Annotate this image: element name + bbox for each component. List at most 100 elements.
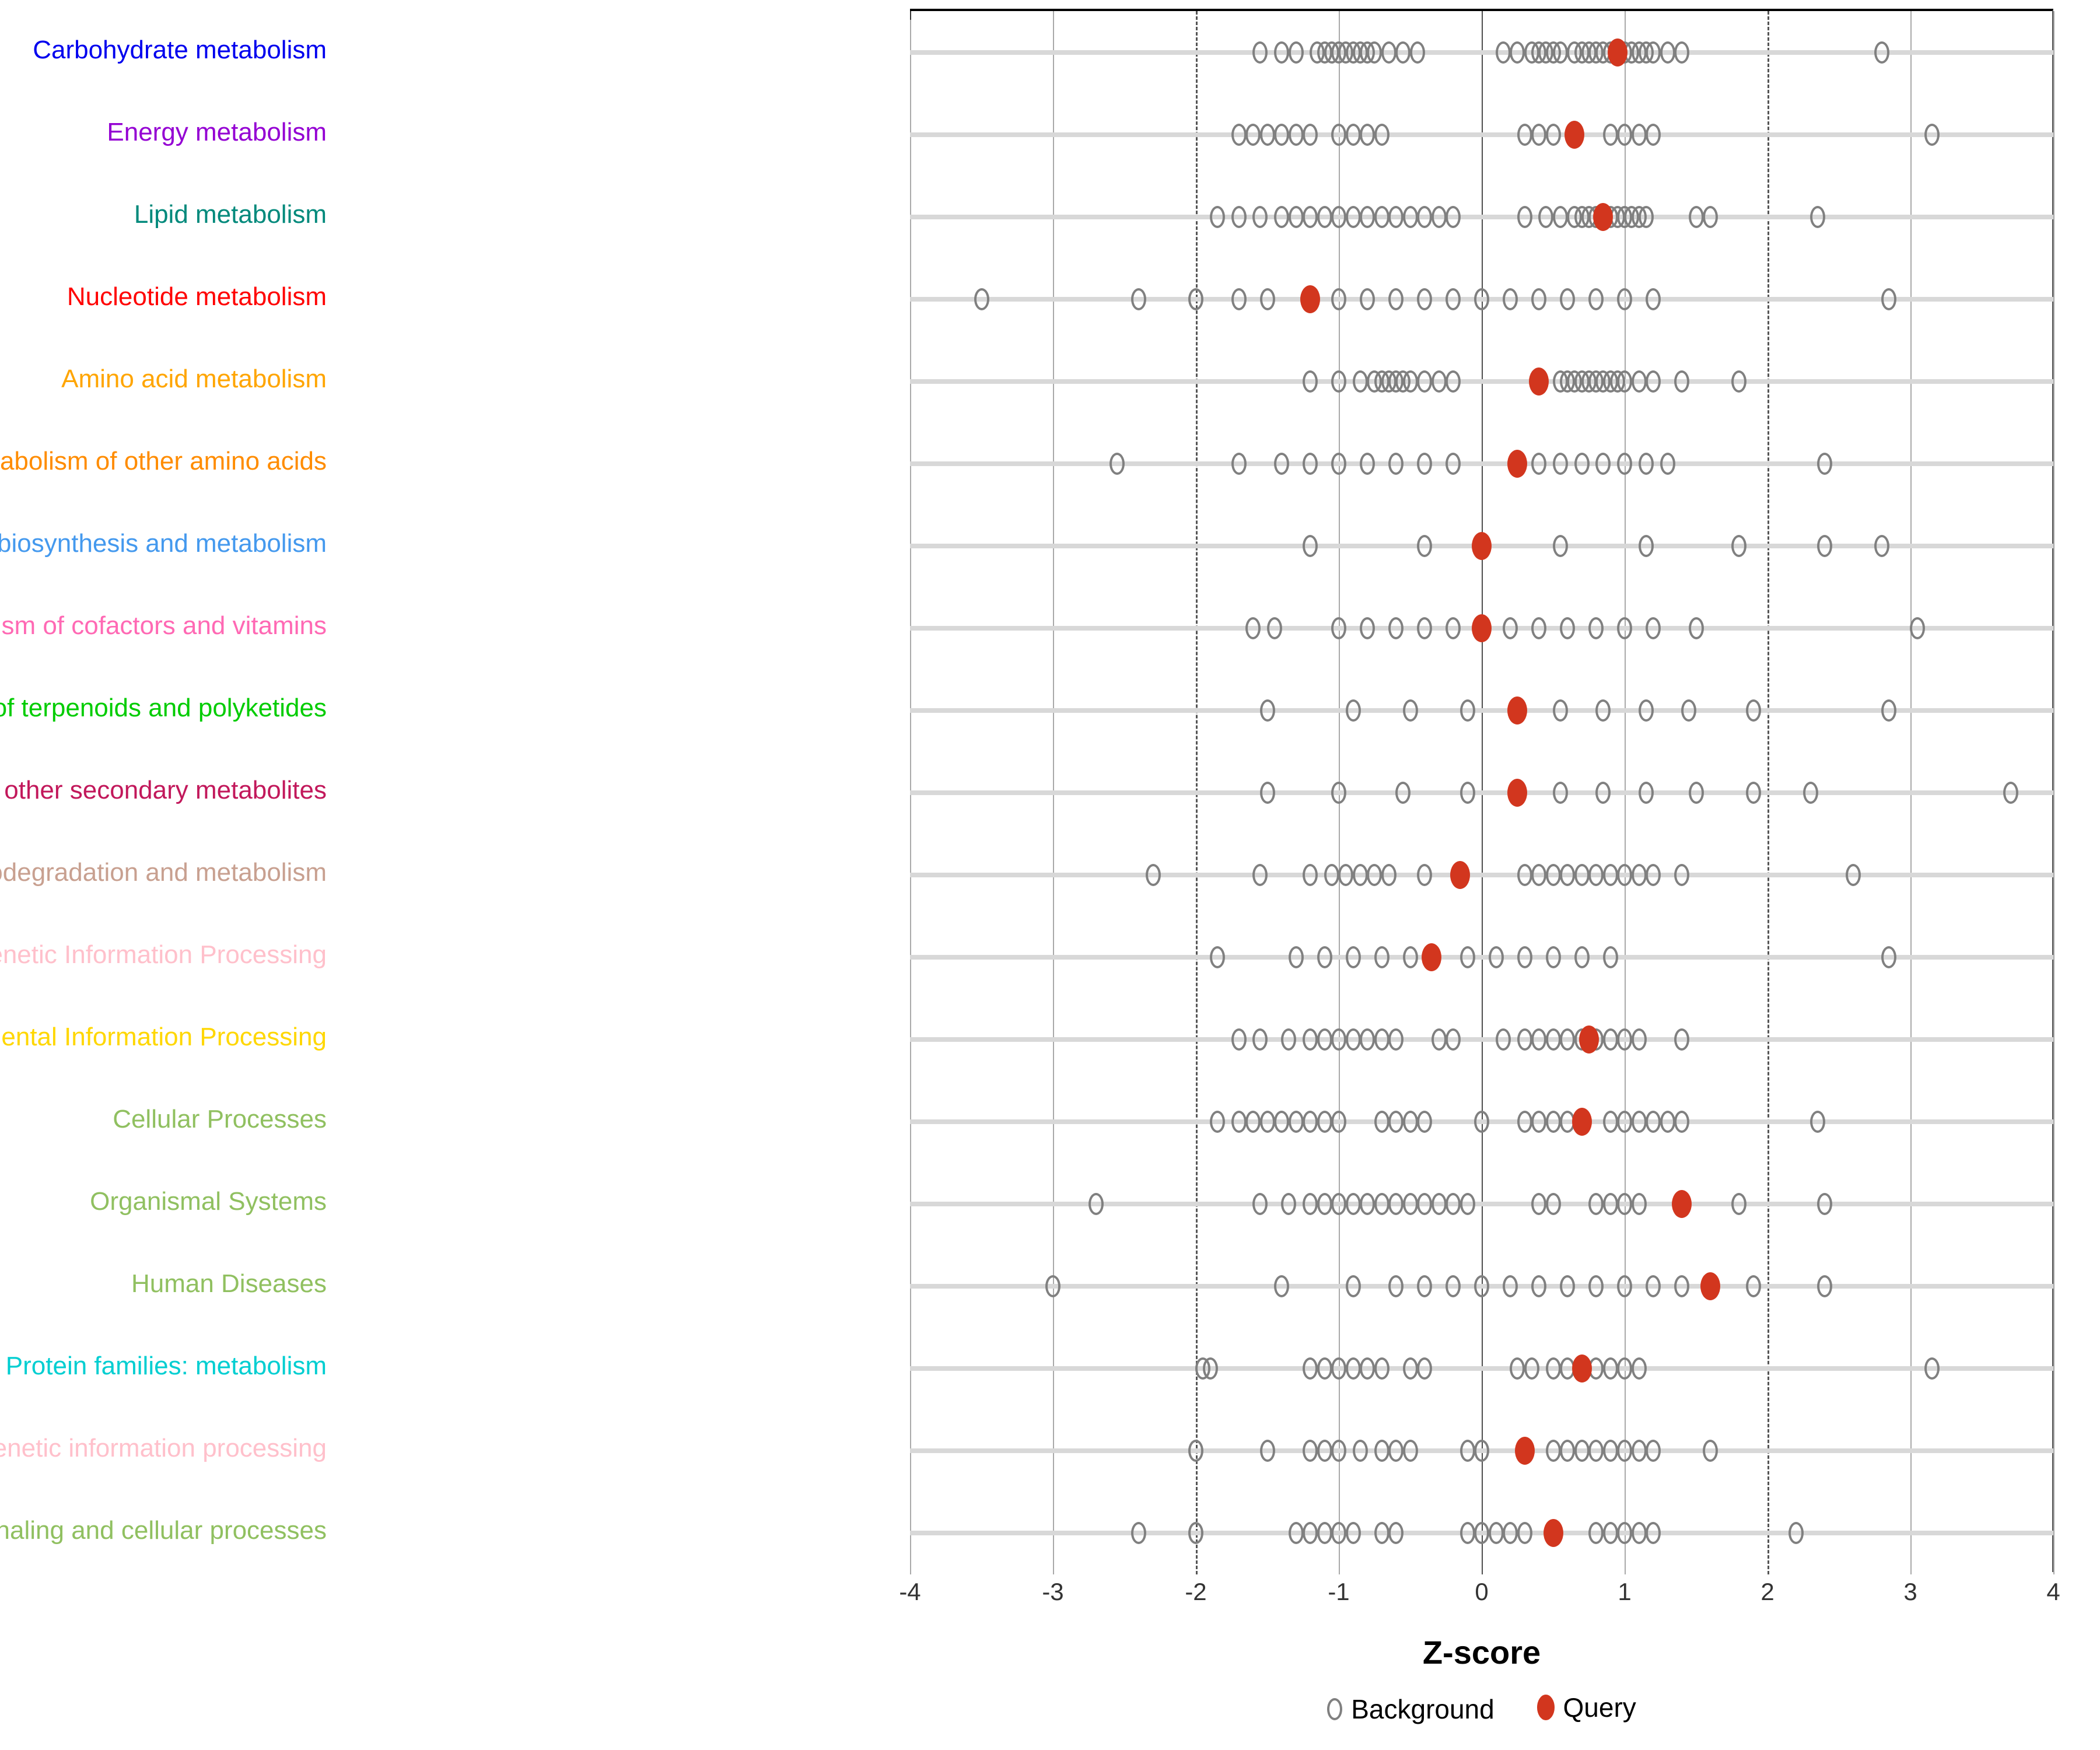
background-point[interactable] — [1546, 1028, 1561, 1051]
background-point[interactable] — [1346, 124, 1361, 146]
background-point[interactable] — [1188, 288, 1203, 310]
background-point[interactable] — [1331, 1522, 1346, 1544]
background-point[interactable] — [1446, 453, 1461, 475]
background-point[interactable] — [1331, 124, 1346, 146]
background-point[interactable] — [1110, 453, 1125, 475]
background-point[interactable] — [1267, 617, 1282, 639]
background-point[interactable] — [1403, 1111, 1418, 1133]
background-point[interactable] — [1660, 453, 1675, 475]
background-point[interactable] — [1639, 453, 1654, 475]
background-point[interactable] — [1417, 206, 1432, 228]
background-point[interactable] — [1346, 206, 1361, 228]
query-point-metabolism-of-cofactors-and-vitamins[interactable] — [1472, 614, 1492, 642]
background-point[interactable] — [1924, 124, 1940, 146]
background-point[interactable] — [1417, 1111, 1432, 1133]
background-point[interactable] — [1432, 1028, 1447, 1051]
background-point[interactable] — [1817, 1193, 1832, 1215]
background-point[interactable] — [1274, 124, 1289, 146]
background-point[interactable] — [1524, 1357, 1539, 1380]
background-point[interactable] — [1274, 41, 1289, 64]
background-point[interactable] — [1517, 1111, 1532, 1133]
background-point[interactable] — [1381, 41, 1396, 64]
background-point[interactable] — [1603, 1111, 1618, 1133]
background-point[interactable] — [1417, 288, 1432, 310]
background-point[interactable] — [1331, 1440, 1346, 1462]
background-point[interactable] — [1617, 1440, 1632, 1462]
background-point[interactable] — [1388, 1193, 1404, 1215]
background-point[interactable] — [1331, 453, 1346, 475]
background-point[interactable] — [1374, 1193, 1390, 1215]
background-point[interactable] — [1403, 1193, 1418, 1215]
background-point[interactable] — [1231, 288, 1247, 310]
background-point[interactable] — [1531, 1275, 1546, 1297]
background-point[interactable] — [1474, 1522, 1489, 1544]
background-point[interactable] — [1289, 1111, 1304, 1133]
background-point[interactable] — [1617, 617, 1632, 639]
background-point[interactable] — [1603, 1357, 1618, 1380]
background-point[interactable] — [1446, 617, 1461, 639]
background-point[interactable] — [1617, 1522, 1632, 1544]
background-point[interactable] — [1403, 370, 1418, 393]
background-point[interactable] — [1260, 699, 1275, 722]
background-point[interactable] — [1289, 124, 1304, 146]
background-point[interactable] — [1303, 864, 1318, 886]
background-point[interactable] — [1274, 1111, 1289, 1133]
background-point[interactable] — [1353, 864, 1368, 886]
background-point[interactable] — [1460, 699, 1475, 722]
background-point[interactable] — [1131, 1522, 1146, 1544]
background-point[interactable] — [1131, 288, 1146, 310]
query-point-lipid-metabolism[interactable] — [1593, 203, 1613, 231]
background-point[interactable] — [1588, 288, 1604, 310]
background-point[interactable] — [1546, 1357, 1561, 1380]
background-point[interactable] — [1595, 699, 1611, 722]
background-point[interactable] — [1331, 782, 1346, 804]
background-point[interactable] — [1317, 1522, 1332, 1544]
query-point-human-diseases[interactable] — [1700, 1272, 1720, 1300]
background-point[interactable] — [1417, 864, 1432, 886]
background-point[interactable] — [1346, 1357, 1361, 1380]
background-point[interactable] — [1531, 1111, 1546, 1133]
background-point[interactable] — [1603, 1193, 1618, 1215]
background-point[interactable] — [1746, 699, 1761, 722]
background-point[interactable] — [1731, 1193, 1746, 1215]
background-point[interactable] — [1446, 1275, 1461, 1297]
background-point[interactable] — [1874, 41, 1889, 64]
background-point[interactable] — [1546, 1111, 1561, 1133]
background-point[interactable] — [1231, 453, 1247, 475]
background-point[interactable] — [1474, 1440, 1489, 1462]
query-point-carbohydrate-metabolism[interactable] — [1608, 38, 1628, 66]
background-point[interactable] — [1603, 1440, 1618, 1462]
background-point[interactable] — [1274, 453, 1289, 475]
background-point[interactable] — [1674, 1275, 1689, 1297]
background-point[interactable] — [1331, 617, 1346, 639]
background-point[interactable] — [1374, 1522, 1390, 1544]
background-point[interactable] — [1289, 946, 1304, 968]
background-point[interactable] — [1417, 617, 1432, 639]
background-point[interactable] — [1260, 782, 1275, 804]
background-point[interactable] — [1210, 206, 1225, 228]
background-point[interactable] — [1474, 1111, 1489, 1133]
background-point[interactable] — [1881, 288, 1896, 310]
background-point[interactable] — [1560, 864, 1575, 886]
background-point[interactable] — [1417, 1357, 1432, 1380]
background-point[interactable] — [1489, 946, 1504, 968]
background-point[interactable] — [1788, 1522, 1804, 1544]
background-point[interactable] — [1674, 1028, 1689, 1051]
background-point[interactable] — [1338, 864, 1353, 886]
background-point[interactable] — [1617, 1111, 1632, 1133]
query-point-glycan-biosynthesis-and-metabolism[interactable] — [1472, 532, 1492, 560]
background-point[interactable] — [1245, 124, 1261, 146]
query-point-protein-families-signaling-and-cellular-processes[interactable] — [1544, 1519, 1563, 1547]
background-point[interactable] — [1517, 1028, 1532, 1051]
background-point[interactable] — [1646, 288, 1661, 310]
background-point[interactable] — [1510, 1357, 1525, 1380]
background-point[interactable] — [1374, 1111, 1390, 1133]
background-point[interactable] — [1674, 370, 1689, 393]
background-point[interactable] — [1517, 1522, 1532, 1544]
background-point[interactable] — [1639, 206, 1654, 228]
background-point[interactable] — [1588, 1440, 1604, 1462]
background-point[interactable] — [1546, 1440, 1561, 1462]
background-point[interactable] — [1639, 782, 1654, 804]
background-point[interactable] — [1646, 864, 1661, 886]
background-point[interactable] — [1460, 1522, 1475, 1544]
